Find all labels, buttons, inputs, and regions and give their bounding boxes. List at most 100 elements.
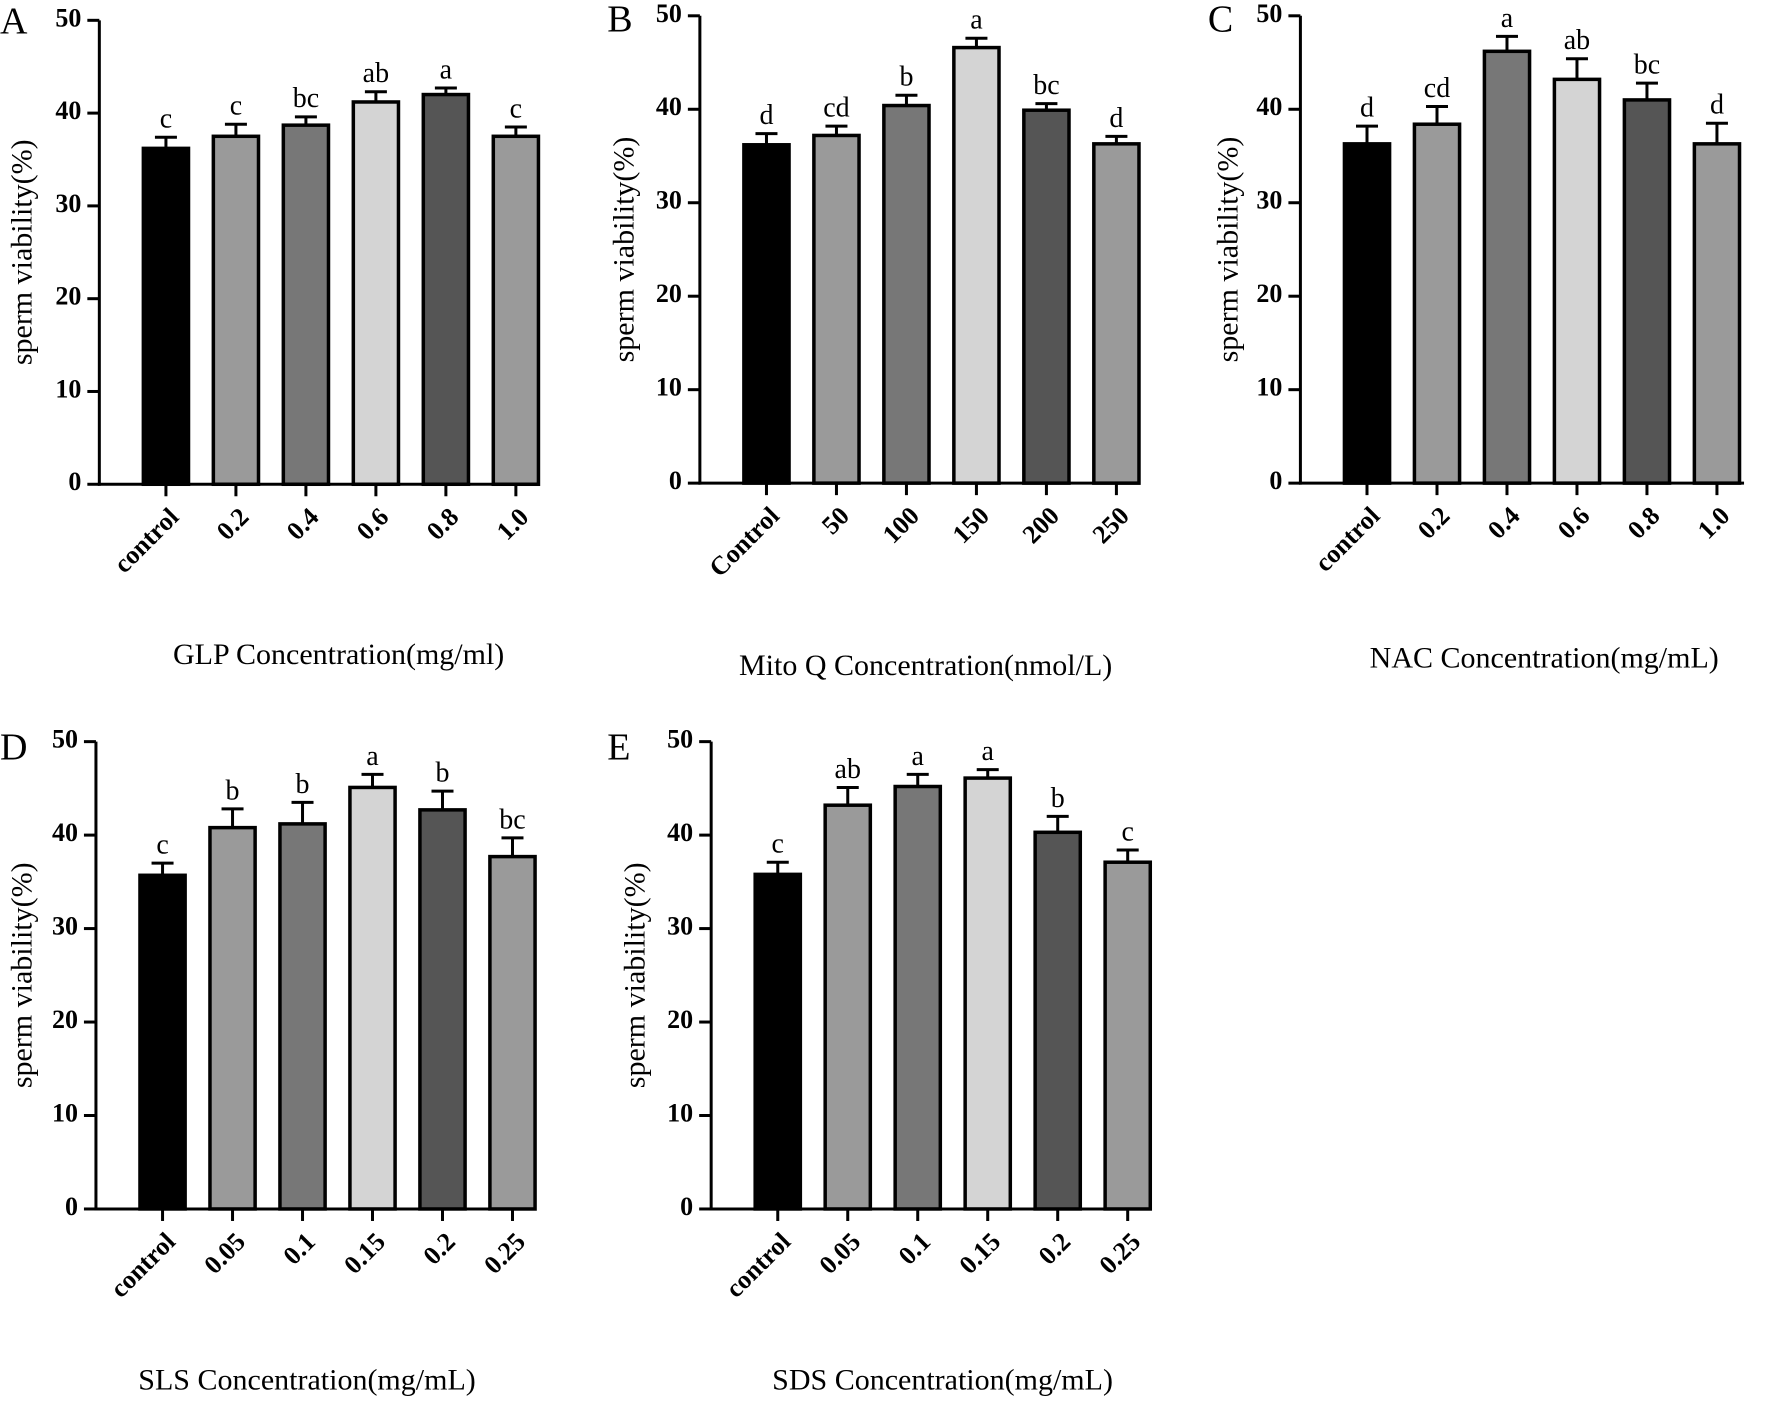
significance-letter: c: [772, 829, 784, 860]
y-tick-label: 50: [52, 725, 78, 754]
y-axis-title: sperm viability(%): [619, 862, 652, 1088]
y-tick-label: 20: [667, 1005, 693, 1034]
x-tick-label: 0.4: [1482, 501, 1525, 544]
significance-letter: c: [1121, 816, 1133, 847]
x-tick-label: 1.0: [1692, 501, 1735, 544]
significance-letter: ab: [835, 754, 861, 785]
significance-letter: a: [440, 54, 453, 85]
significance-letter: b: [1051, 783, 1065, 814]
significance-letter: d: [1710, 90, 1724, 121]
y-tick-label: 0: [669, 466, 682, 495]
bar: [491, 134, 541, 487]
y-axis-title: sperm viability(%): [6, 862, 39, 1088]
significance-letter: bc: [499, 804, 525, 835]
significance-letter: d: [1109, 103, 1123, 134]
x-tick-label: control: [108, 502, 184, 578]
x-tick-label: 0.05: [814, 1227, 867, 1280]
y-tick-label: 0: [68, 467, 81, 496]
y-tick-label: 40: [656, 92, 682, 121]
x-tick-label: 0.2: [1033, 1227, 1076, 1270]
x-tick-label: 0.15: [338, 1227, 391, 1280]
x-axis-title: SLS Concentration(mg/mL): [138, 1364, 475, 1397]
x-axis-title: GLP Concentration(mg/ml): [173, 638, 504, 671]
y-tick-label: 0: [680, 1192, 693, 1221]
panel-label: A: [0, 1, 28, 43]
bar: [281, 123, 331, 487]
x-tick-label: 0.2: [1412, 501, 1455, 544]
significance-letter: c: [160, 104, 172, 135]
y-tick-label: 50: [656, 0, 682, 28]
x-tick-label: 0.25: [478, 1227, 531, 1280]
x-axis-title: NAC Concentration(mg/mL): [1370, 641, 1719, 674]
bar: [812, 133, 861, 485]
y-tick-label: 30: [55, 189, 81, 218]
significance-letter: d: [1360, 93, 1374, 124]
bar: [1022, 108, 1071, 485]
bar: [882, 103, 931, 485]
x-tick-label: 0.1: [893, 1227, 936, 1270]
panel-label: B: [607, 0, 632, 40]
x-tick-label: 200: [1017, 501, 1065, 549]
y-tick-label: 40: [55, 96, 81, 125]
x-tick-label: 150: [947, 501, 995, 549]
bar: [1103, 860, 1153, 1211]
bar: [753, 872, 803, 1211]
x-tick-label: 0.15: [954, 1227, 1007, 1280]
y-tick-label: 50: [55, 3, 81, 32]
y-tick-label: 10: [55, 374, 81, 403]
panel-label: D: [0, 726, 27, 768]
bar: [893, 784, 943, 1211]
y-tick-label: 0: [1269, 466, 1282, 495]
x-tick-label: 0.8: [1622, 501, 1665, 544]
significance-letter: bc: [1634, 50, 1660, 81]
y-tick-label: 20: [1256, 279, 1282, 308]
significance-letter: a: [982, 736, 995, 767]
bar: [1342, 142, 1392, 485]
significance-letter: c: [510, 93, 522, 124]
x-tick-label: control: [720, 1227, 796, 1303]
bar: [1482, 49, 1532, 485]
x-tick-label: control: [1309, 501, 1385, 577]
x-tick-label: 0.2: [211, 502, 254, 545]
significance-letter: a: [366, 741, 379, 772]
x-tick-label: control: [105, 1227, 181, 1303]
x-tick-label: 0.1: [278, 1227, 321, 1270]
y-tick-label: 50: [667, 725, 693, 754]
x-tick-label: 1.0: [491, 502, 534, 545]
y-tick-label: 30: [656, 186, 682, 215]
y-tick-label: 0: [65, 1192, 78, 1221]
x-tick-label: 0.6: [351, 502, 394, 545]
y-axis-title: sperm viability(%): [6, 139, 39, 365]
x-axis-title: Mito Q Concentration(nmol/L): [739, 649, 1112, 682]
bar: [1622, 98, 1672, 485]
panel-label: E: [607, 726, 630, 768]
bar: [211, 134, 261, 487]
bar: [1552, 77, 1602, 485]
y-tick-label: 30: [1256, 186, 1282, 215]
y-axis-title: sperm viability(%): [607, 137, 640, 363]
y-axis-title: sperm viability(%): [1211, 137, 1244, 363]
x-tick-label: 0.25: [1093, 1227, 1146, 1280]
significance-letter: cd: [823, 93, 849, 124]
bar: [138, 873, 187, 1211]
bar: [1092, 142, 1141, 485]
significance-letter: a: [970, 5, 983, 36]
y-tick-label: 20: [52, 1005, 78, 1034]
x-axis-title: SDS Concentration(mg/mL): [772, 1364, 1113, 1397]
bar: [1412, 122, 1462, 485]
significance-letter: a: [912, 741, 925, 772]
bar: [1692, 142, 1742, 485]
bar: [418, 808, 467, 1211]
bar: [952, 45, 1001, 485]
significance-letter: c: [230, 91, 242, 122]
x-tick-label: 0.05: [198, 1227, 251, 1280]
significance-letter: bc: [1033, 70, 1059, 101]
y-tick-label: 40: [52, 818, 78, 847]
y-tick-label: 30: [667, 912, 693, 941]
x-tick-label: 0.6: [1552, 501, 1595, 544]
significance-letter: ab: [1564, 25, 1590, 56]
y-tick-label: 40: [667, 818, 693, 847]
bar: [141, 146, 191, 487]
bar: [278, 822, 327, 1211]
